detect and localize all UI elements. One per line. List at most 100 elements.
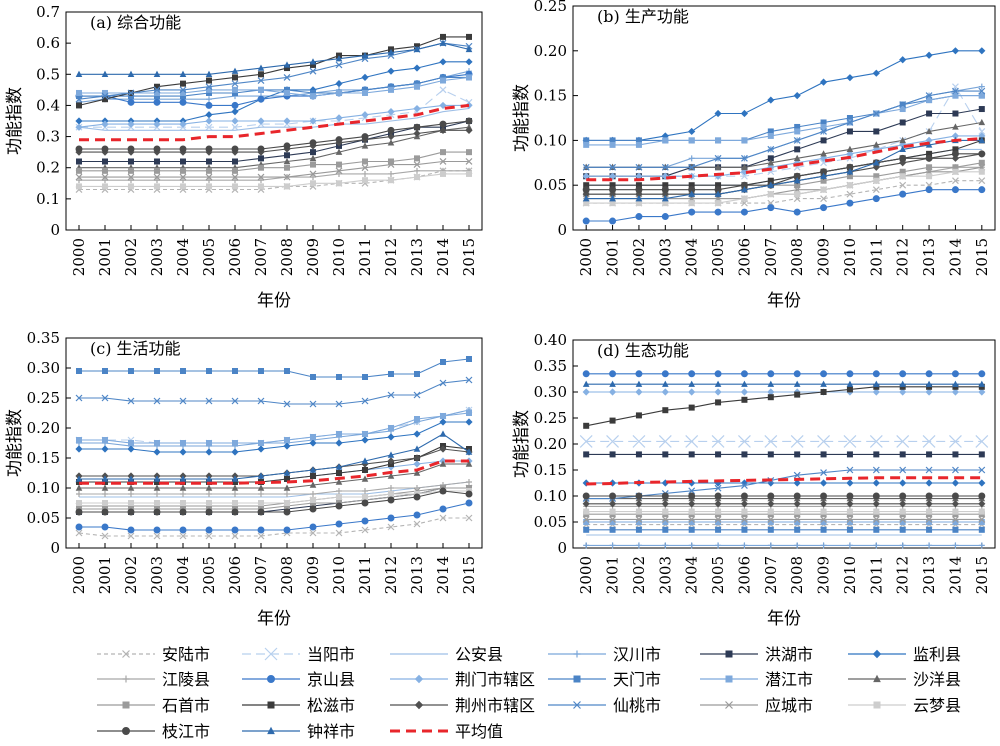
data-point <box>179 526 187 534</box>
x-tick-label: 2008 <box>278 238 296 276</box>
y-tick-label: 0.10 <box>534 487 567 505</box>
legend-label: 平均值 <box>455 722 503 741</box>
data-point <box>978 388 986 396</box>
data-point <box>284 164 290 171</box>
data-point <box>283 117 291 125</box>
data-point <box>952 519 959 525</box>
series-公安县 <box>78 107 470 131</box>
data-point <box>819 78 828 86</box>
data-point <box>978 106 985 113</box>
data-point <box>793 136 801 144</box>
data-point <box>767 492 775 500</box>
data-point <box>767 388 775 396</box>
x-tick-label: 2005 <box>200 238 218 276</box>
data-point <box>387 496 395 504</box>
data-point <box>154 158 160 165</box>
data-point <box>127 532 135 540</box>
data-point <box>465 58 473 66</box>
data-point <box>75 95 83 103</box>
data-point <box>102 437 108 443</box>
data-point <box>413 129 421 138</box>
data-point <box>76 368 82 374</box>
data-point <box>153 526 161 534</box>
data-point <box>127 120 135 128</box>
data-point <box>662 519 669 525</box>
y-tick-label: 0.1 <box>36 190 60 208</box>
series-line <box>79 129 469 153</box>
data-point <box>362 467 368 473</box>
data-point <box>232 89 238 96</box>
data-point <box>741 396 748 403</box>
data-point <box>388 425 394 431</box>
x-tick-label: 2003 <box>656 238 674 276</box>
data-point <box>153 484 161 491</box>
series-洪湖市 <box>76 485 472 515</box>
data-point <box>231 448 239 456</box>
data-point <box>925 479 933 487</box>
data-point <box>258 177 264 184</box>
data-point <box>978 83 985 90</box>
data-point <box>714 492 722 500</box>
data-point <box>741 186 748 193</box>
data-point <box>635 526 642 533</box>
data-point <box>899 190 907 198</box>
data-point <box>258 71 264 78</box>
x-tick-label: 2009 <box>815 238 833 276</box>
data-point <box>978 500 986 508</box>
data-point <box>711 434 725 448</box>
data-point <box>846 466 854 474</box>
series-安陆市 <box>75 514 473 540</box>
legend-marker <box>267 726 275 735</box>
data-point <box>413 460 421 468</box>
series-line <box>79 502 470 531</box>
legend-marker <box>573 675 581 683</box>
x-tick-label: 2002 <box>122 556 140 594</box>
x-axis-label: 年份 <box>767 609 801 629</box>
data-point <box>978 466 986 474</box>
data-point <box>101 532 109 540</box>
data-point <box>206 86 212 93</box>
data-point <box>128 440 134 446</box>
data-point <box>926 526 933 533</box>
data-point <box>76 491 82 497</box>
data-point <box>361 73 369 81</box>
data-point <box>102 177 108 184</box>
x-tick-label: 2009 <box>815 556 833 594</box>
data-point <box>414 416 420 422</box>
data-point <box>414 80 420 87</box>
data-point <box>715 526 722 533</box>
legend-label: 京山县 <box>307 670 355 689</box>
data-point <box>688 127 696 136</box>
data-point <box>387 451 395 458</box>
series-钟祥市 <box>582 380 986 387</box>
data-point <box>336 170 342 177</box>
series-洪湖市 <box>76 118 472 165</box>
data-point <box>583 542 590 549</box>
data-point <box>102 368 108 374</box>
data-point <box>767 394 774 401</box>
data-point <box>794 519 801 525</box>
data-point <box>922 434 936 448</box>
data-point <box>466 149 472 156</box>
data-point <box>361 436 369 444</box>
data-point <box>740 492 748 500</box>
data-point <box>767 526 774 533</box>
data-point <box>413 391 421 399</box>
x-tick-label: 2010 <box>841 238 859 276</box>
data-point <box>127 508 135 516</box>
data-point <box>767 508 774 515</box>
data-point <box>465 376 473 384</box>
data-point <box>926 173 933 180</box>
legend-marker <box>267 701 275 709</box>
data-point <box>951 492 959 500</box>
chart-panel: 0 0.05 0.10 0.15 0.20 0.25 0.30 0.35 2000 2001 200… <box>5 329 483 629</box>
data-point <box>899 106 906 113</box>
data-point <box>661 370 669 378</box>
legend-marker <box>122 701 130 709</box>
data-point <box>336 488 342 494</box>
data-point <box>439 126 447 134</box>
data-point <box>925 380 933 387</box>
data-point <box>466 170 472 177</box>
data-point <box>662 137 669 144</box>
data-point <box>846 515 854 523</box>
